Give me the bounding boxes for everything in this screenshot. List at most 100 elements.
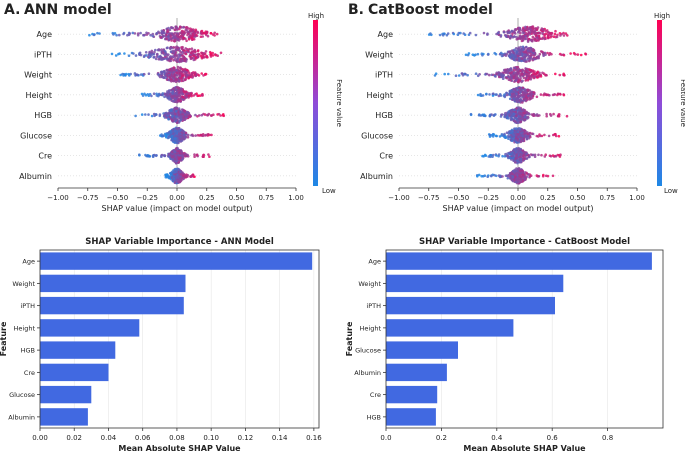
swarm-cre (481, 147, 562, 165)
shap-point (519, 69, 522, 73)
shap-point (221, 114, 225, 117)
shap-point (532, 51, 535, 55)
shap-point (464, 53, 468, 57)
shap-point (193, 153, 196, 156)
shap-point (461, 72, 464, 75)
shap-point (144, 51, 148, 54)
shap-point (498, 93, 502, 96)
x-tick-label: 1.00 (629, 194, 645, 202)
shap-point (474, 72, 478, 75)
shap-point (513, 35, 516, 38)
shap-point (569, 52, 572, 55)
x-tick-label: 0.25 (199, 194, 215, 202)
shap-point (179, 132, 182, 136)
shap-point (92, 33, 96, 37)
shap-point (527, 31, 531, 35)
x-axis-label: SHAP value (impact on model output) (443, 204, 594, 213)
x-axis-label: Mean Absolute SHAP Value (463, 444, 586, 452)
shap-point (515, 153, 518, 156)
shap-point (196, 53, 199, 56)
shap-point (180, 46, 183, 49)
shap-point (190, 94, 193, 98)
shap-point (176, 141, 179, 145)
shap-point (202, 31, 206, 35)
shap-point (201, 133, 205, 136)
shap-point (165, 33, 168, 36)
x-tick-label: 0.12 (238, 434, 254, 442)
shap-point (513, 96, 516, 99)
shap-point (501, 154, 504, 158)
x-tick-label: −0.50 (107, 194, 128, 202)
x-tick-label: −0.25 (478, 194, 499, 202)
x-tick-label: 0.00 (510, 194, 526, 202)
shap-point (530, 32, 533, 35)
shap-point (512, 159, 515, 163)
shap-point (521, 29, 524, 32)
bar-chart-title: SHAP Variable Importance - CatBoost Mode… (419, 237, 630, 247)
shap-point (170, 26, 173, 29)
shap-point (527, 94, 530, 98)
shap-point (168, 175, 171, 178)
shap-point (204, 50, 208, 53)
shap-point (157, 57, 161, 61)
shap-point (140, 92, 144, 96)
shap-point (514, 32, 517, 35)
shap-point (144, 113, 147, 116)
bar-age (40, 252, 313, 270)
shap-point (518, 86, 521, 90)
shap-point (171, 34, 175, 37)
shap-point (539, 50, 543, 53)
shap-point (480, 52, 484, 55)
x-tick-label: 0.75 (258, 194, 274, 202)
category-label: Cre (24, 369, 35, 377)
shap-point (523, 37, 527, 41)
shap-point (184, 28, 188, 32)
shap-point (182, 33, 185, 36)
shap-point (538, 133, 541, 136)
shap-point (160, 133, 163, 136)
shap-point (169, 59, 173, 63)
shap-point (488, 113, 492, 117)
shap-point (196, 55, 200, 59)
category-label: Age (22, 258, 35, 266)
shap-point (503, 95, 507, 99)
shap-point (147, 113, 150, 116)
shap-point (190, 134, 193, 137)
beeswarm-shap_catboost: −1.00 −0.75 −0.50 −0.25 0.00 0.25 0.50 0.75 1.00… (360, 18, 645, 213)
shap-point (504, 70, 508, 73)
shap-point (507, 78, 511, 81)
shap-point (191, 50, 194, 53)
shap-point (165, 92, 168, 96)
shap-point (516, 80, 520, 84)
shap-point (184, 131, 188, 135)
x-tick-label: −0.75 (418, 194, 439, 202)
shap-point (526, 78, 530, 82)
shap-point (160, 48, 163, 51)
shap-point (481, 94, 485, 97)
shap-point (200, 51, 204, 55)
shap-point (497, 71, 501, 74)
shap-point (169, 47, 172, 51)
shap-point (213, 34, 216, 37)
shap-point (511, 74, 514, 77)
shap-point (161, 76, 165, 79)
shap-point (170, 154, 173, 158)
shap-point (503, 155, 507, 158)
shap-point (186, 136, 190, 139)
shap-point (154, 113, 157, 116)
shap-point (508, 30, 511, 34)
shap-point (527, 173, 530, 176)
category-label: Glucose (9, 391, 35, 399)
shap-point (565, 114, 569, 118)
shap-point (182, 36, 185, 40)
shap-point (525, 137, 529, 141)
panel-a-letter: A. (4, 2, 20, 18)
shap-point (196, 49, 200, 52)
shap-point (528, 175, 532, 178)
shap-point (179, 25, 182, 29)
shap-point (177, 110, 180, 114)
shap-point (183, 31, 187, 34)
shap-point (476, 52, 480, 56)
shap-point (154, 57, 158, 61)
shap-point (174, 112, 177, 116)
